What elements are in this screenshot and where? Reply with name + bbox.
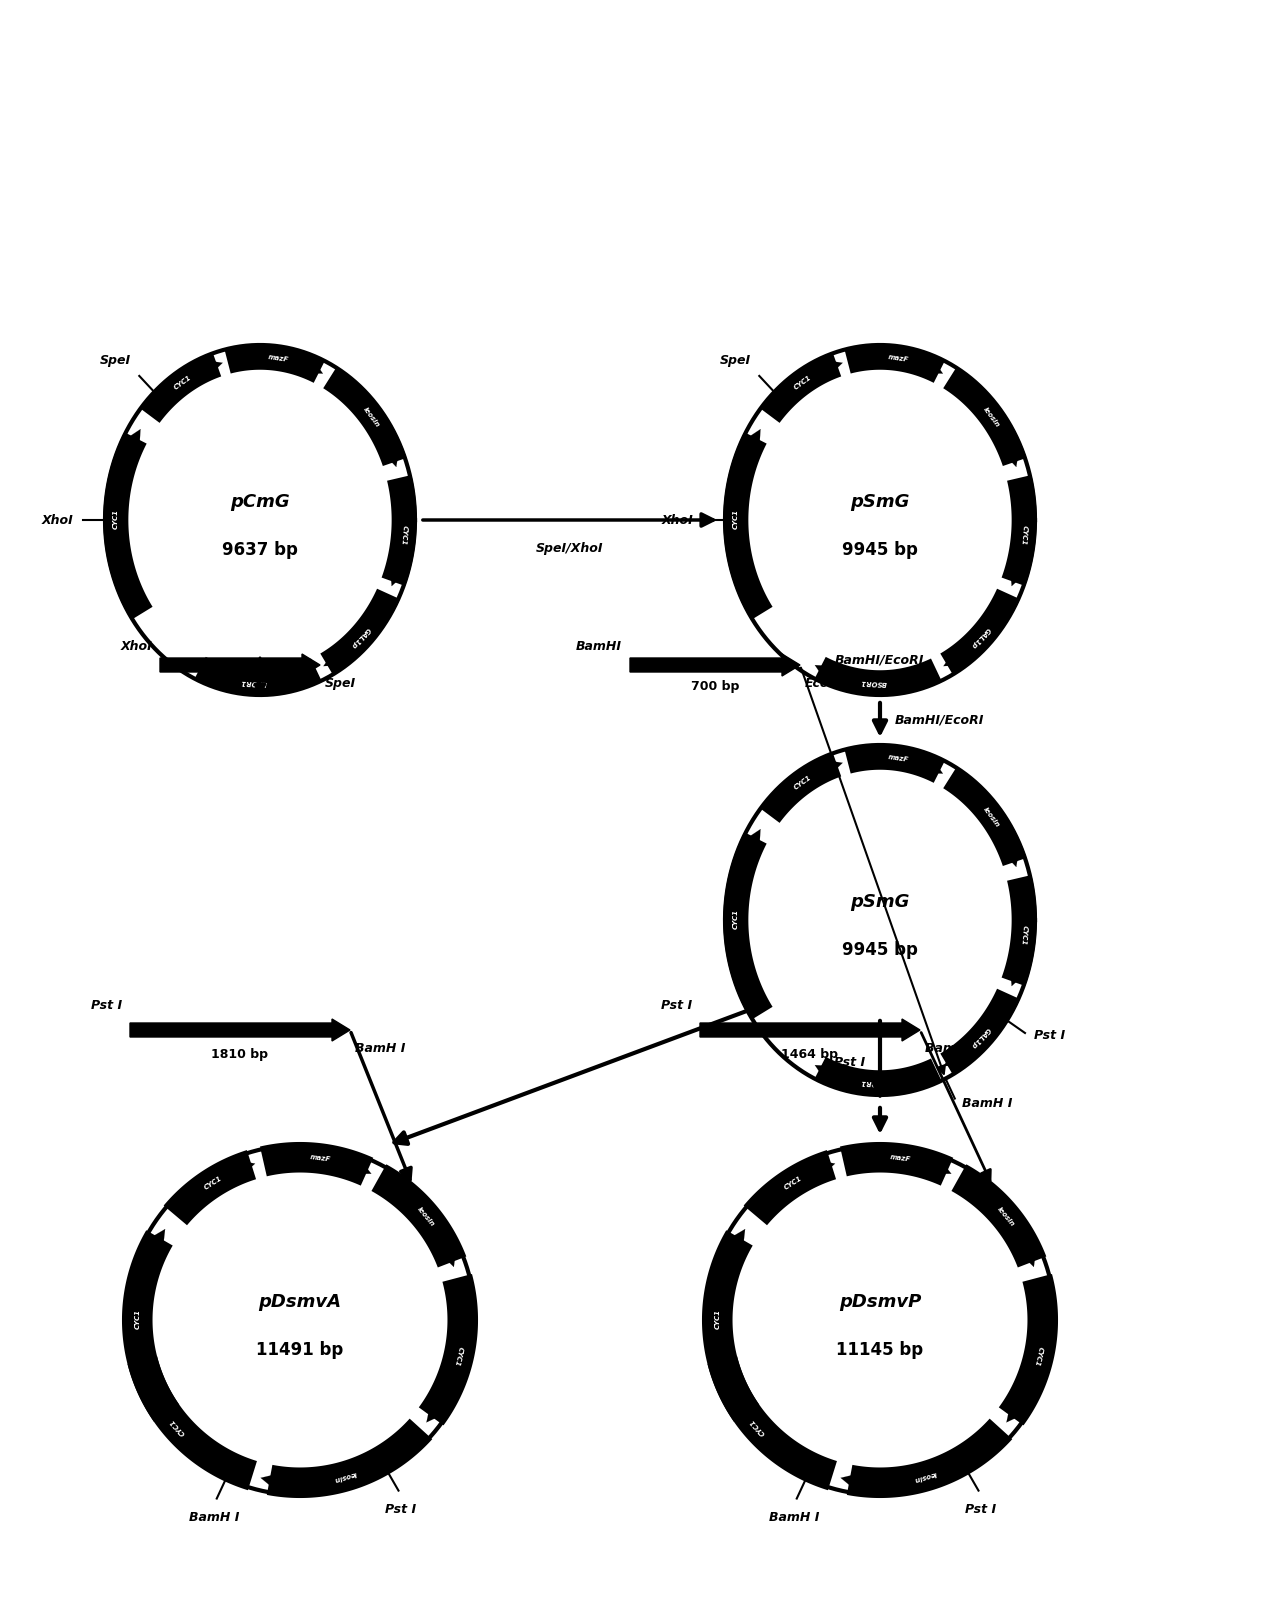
Text: 9637 bp: 9637 bp (222, 541, 298, 558)
Text: CYC1: CYC1 (173, 374, 193, 390)
Text: CYC1: CYC1 (733, 909, 739, 930)
Text: leosin: leosin (416, 1206, 435, 1227)
Text: BSOR1: BSOR1 (859, 678, 886, 686)
Text: BamHI/EcoRI: BamHI/EcoRI (835, 653, 925, 667)
Text: Pst I: Pst I (385, 1502, 416, 1515)
Text: 700 bp: 700 bp (690, 680, 739, 693)
Text: CYC1: CYC1 (793, 774, 813, 790)
Text: 9945 bp: 9945 bp (842, 941, 918, 958)
Text: 612 bp: 612 bp (216, 680, 264, 693)
FancyArrow shape (160, 654, 319, 675)
Text: pSmG: pSmG (850, 893, 909, 910)
Text: GAL1p: GAL1p (969, 626, 990, 650)
Text: mazF: mazF (267, 354, 289, 363)
Text: 1810 bp: 1810 bp (211, 1048, 268, 1061)
Text: pCmG: pCmG (231, 493, 290, 510)
Text: pSmG: pSmG (850, 493, 909, 510)
FancyArrow shape (130, 1019, 350, 1042)
Text: leosin: leosin (362, 406, 381, 429)
Text: leosin: leosin (334, 1470, 358, 1483)
Text: SpeI: SpeI (99, 354, 131, 368)
Text: BamHI/EcoRI: BamHI/EcoRI (895, 714, 984, 726)
Text: leosin: leosin (996, 1206, 1016, 1227)
Text: Pst I: Pst I (1034, 1029, 1065, 1042)
Text: GAL1p: GAL1p (969, 1026, 990, 1050)
Text: CYC1: CYC1 (204, 1174, 223, 1190)
Text: SpeI: SpeI (720, 354, 751, 368)
Text: Pst I: Pst I (966, 1502, 997, 1515)
Text: mazF: mazF (890, 1154, 911, 1163)
Text: leosin: leosin (983, 806, 1001, 829)
Text: leosin: leosin (913, 1470, 938, 1483)
Text: CYC1: CYC1 (715, 1309, 720, 1330)
Text: CYC1: CYC1 (783, 1174, 802, 1190)
Text: 9945 bp: 9945 bp (842, 541, 918, 558)
Text: BamH I: BamH I (355, 1042, 406, 1054)
Text: BamH I: BamH I (189, 1510, 240, 1525)
Text: leosin: leosin (983, 406, 1001, 429)
Text: BamH I: BamH I (962, 1096, 1012, 1109)
Text: CYC1: CYC1 (169, 1418, 187, 1437)
Text: BamH I: BamH I (925, 1042, 975, 1054)
Text: 1464 bp: 1464 bp (782, 1048, 838, 1061)
Text: CYC1: CYC1 (113, 509, 118, 530)
Text: CYC1: CYC1 (793, 374, 813, 390)
Text: EcoRI: EcoRI (805, 677, 844, 690)
Text: SpeI/XhoI: SpeI/XhoI (536, 542, 604, 555)
Text: 11491 bp: 11491 bp (256, 1341, 344, 1358)
Text: BSOR1: BSOR1 (859, 1078, 886, 1086)
FancyArrow shape (699, 1019, 920, 1042)
Text: BamH I: BamH I (769, 1510, 820, 1525)
Text: CYC1: CYC1 (733, 509, 739, 530)
Text: XhoI: XhoI (661, 514, 693, 526)
Text: CYC1: CYC1 (453, 1346, 464, 1366)
Text: Pst I: Pst I (661, 998, 692, 1013)
Text: mazF: mazF (309, 1154, 331, 1163)
Text: mazF: mazF (887, 754, 909, 763)
Text: 11145 bp: 11145 bp (836, 1341, 923, 1358)
Text: pDsmvP: pDsmvP (838, 1293, 921, 1310)
Text: CYC1: CYC1 (134, 1309, 140, 1330)
Text: Pst I: Pst I (833, 1056, 866, 1069)
Text: XhoI: XhoI (120, 640, 152, 653)
Text: CYC1: CYC1 (1020, 925, 1028, 946)
Text: BSOR1: BSOR1 (240, 678, 267, 686)
Text: Pst I: Pst I (91, 998, 122, 1013)
Text: SpeI: SpeI (325, 677, 355, 690)
Text: GAL1p: GAL1p (349, 626, 371, 650)
Text: CYC1: CYC1 (748, 1418, 766, 1437)
Text: XhoI: XhoI (41, 514, 73, 526)
Text: CYC1: CYC1 (1034, 1346, 1043, 1366)
Text: pDsmvA: pDsmvA (259, 1293, 341, 1310)
Text: CYC1: CYC1 (399, 525, 407, 546)
Text: mazF: mazF (887, 354, 909, 363)
Text: CYC1: CYC1 (1020, 525, 1028, 546)
FancyArrow shape (630, 654, 800, 675)
Text: BamHI: BamHI (576, 640, 622, 653)
